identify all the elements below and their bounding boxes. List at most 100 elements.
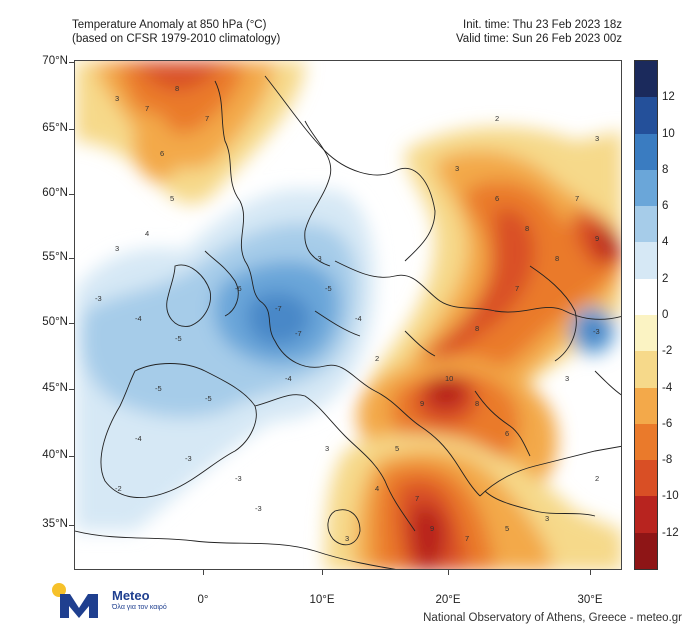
svg-text:6: 6 [495,194,499,203]
map-title: Temperature Anomaly at 850 hPa (°C) [72,19,267,31]
svg-text:-5: -5 [175,334,182,343]
colorbar-segment [635,351,657,389]
colorbar-label: 10 [662,127,675,140]
init-time: Init. time: Thu 23 Feb 2023 18z [463,19,622,31]
colorbar-segment [635,278,657,316]
svg-text:10: 10 [445,374,453,383]
svg-text:-4: -4 [135,314,142,323]
colorbar-label: 8 [662,163,669,176]
svg-text:7: 7 [515,284,519,293]
svg-text:7: 7 [465,534,469,543]
svg-text:5: 5 [505,524,509,533]
lat-label-40n: 40°N [42,449,68,461]
svg-text:8: 8 [475,399,479,408]
colorbar-segment [635,460,657,497]
time-block: Init. time: Thu 23 Feb 2023 18z Valid ti… [456,18,622,46]
svg-text:7: 7 [415,494,419,503]
svg-text:3: 3 [565,374,569,383]
svg-text:9: 9 [430,524,434,533]
lat-tick [69,525,74,526]
colorbar-label: -6 [662,417,673,430]
colorbar-label: 0 [662,309,669,321]
colorbar-segment [635,496,657,534]
svg-text:3: 3 [455,164,459,173]
lon-tick [448,570,449,575]
lat-tick [69,456,74,457]
svg-text:9: 9 [595,234,599,243]
colorbar-segment [635,423,657,461]
coastlines [75,75,621,569]
contour-values: 3 7 8 7 6 5 4 3 -3 -4 -5 -6 -7 -7 -5 -4 -5 -5 -4 -3 -2 -… [95,84,600,543]
svg-text:3: 3 [345,534,349,543]
colorbar-segment [635,315,657,352]
svg-text:8: 8 [175,84,179,93]
svg-text:-3: -3 [593,327,600,336]
lat-label-55n: 55°N [42,251,68,263]
svg-text:5: 5 [170,194,174,203]
colorbar-segment [635,387,657,425]
lat-label-45n: 45°N [42,382,68,394]
svg-text:-4: -4 [355,314,362,323]
colorbar [634,60,658,570]
svg-text:3: 3 [115,244,119,253]
svg-text:2: 2 [375,354,379,363]
colorbar-label: -2 [662,345,673,358]
colorbar-label: 6 [662,200,669,213]
colorbar-segment [635,133,657,171]
colorbar-segment [635,532,657,570]
map-canvas: 3 7 8 7 6 5 4 3 -3 -4 -5 -6 -7 -7 -5 -4 -5 -5 -4 -3 -2 -… [75,61,621,569]
svg-text:7: 7 [575,194,579,203]
map-title-block: Temperature Anomaly at 850 hPa (°C) (bas… [72,18,280,46]
lon-tick [203,570,204,575]
svg-text:8: 8 [475,324,479,333]
colorbar-label: -12 [662,526,679,539]
svg-text:-3: -3 [235,474,242,483]
svg-text:-7: -7 [275,304,282,313]
svg-text:8: 8 [555,254,559,263]
svg-text:-4: -4 [135,434,142,443]
svg-text:7: 7 [205,114,209,123]
lat-label-70n: 70°N [42,55,68,67]
colorbar-segment [635,206,657,243]
svg-text:-5: -5 [155,384,162,393]
svg-text:-3: -3 [185,454,192,463]
anomaly-map: 3 7 8 7 6 5 4 3 -3 -4 -5 -6 -7 -7 -5 -4 -5 -5 -4 -3 -2 -… [74,60,622,570]
svg-text:4: 4 [145,229,149,238]
svg-text:9: 9 [420,399,424,408]
lat-tick [69,389,74,390]
svg-text:3: 3 [115,94,119,103]
svg-text:4: 4 [375,484,379,493]
lat-tick [69,129,74,130]
lat-label-50n: 50°N [42,316,68,328]
svg-text:-5: -5 [325,284,332,293]
colorbar-label: -4 [662,381,673,394]
logo-tagline: Όλα για τον καιρό [112,604,167,611]
valid-time: Valid time: Sun 26 Feb 2023 00z [455,33,622,45]
svg-text:2: 2 [495,114,499,123]
lon-label-30e: 30°E [577,594,603,606]
lon-tick [322,570,323,575]
svg-text:-3: -3 [255,504,262,513]
meteo-logo-mark-icon [52,583,98,618]
logo-word: Meteo [112,588,150,603]
lon-label-20e: 20°E [435,594,461,606]
colorbar-label: 4 [662,236,669,249]
svg-text:-3: -3 [95,294,102,303]
colorbar-segment [635,242,657,280]
lon-label-0: 0° [197,594,209,606]
svg-text:6: 6 [160,149,164,158]
lat-tick [69,258,74,259]
svg-text:5: 5 [395,444,399,453]
colorbar-segment [635,169,657,207]
svg-text:-6: -6 [235,284,242,293]
svg-text:3: 3 [545,514,549,523]
anomaly-shading [75,61,621,569]
svg-text:3: 3 [595,134,599,143]
svg-text:-3: -3 [315,254,322,263]
colorbar-label: 12 [662,91,675,104]
colorbar-label: 2 [662,272,669,285]
map-subtitle: (based on CFSR 1979-2010 climatology) [72,33,281,45]
svg-text:-5: -5 [205,394,212,403]
svg-text:6: 6 [505,429,509,438]
colorbar-segment [635,97,657,135]
